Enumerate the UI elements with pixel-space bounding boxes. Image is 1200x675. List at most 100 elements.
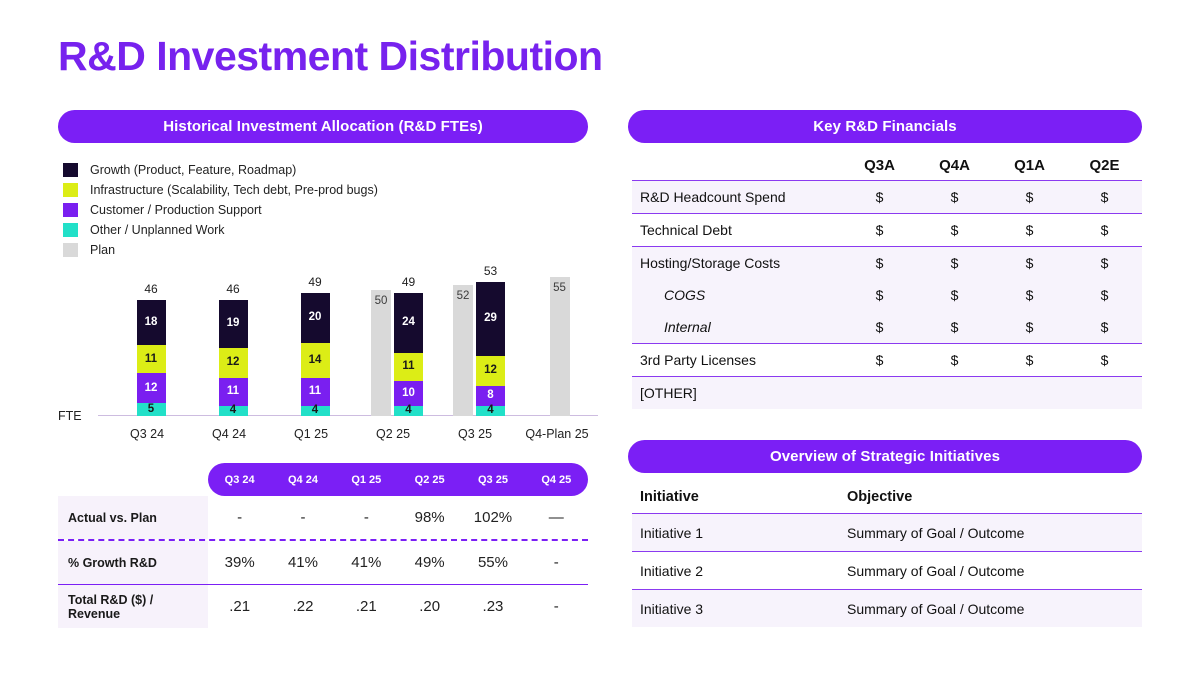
metric-table-cell: .21 [355,598,377,615]
table-row: Initiative 2 Summary of Goal / Outcome [632,551,1142,589]
chart-section-header-label: Historical Investment Allocation (R&D FT… [163,118,483,135]
stacked-bar-segment: 8 [476,385,505,406]
plan-bar-value: 52 [456,289,470,302]
stacked-bar: 49 20 14 11 4 [300,275,330,416]
stacked-bar-segment-value: 4 [487,404,494,417]
financials-row-label: COGS [664,287,706,303]
financials-cell: $ [1025,287,1034,303]
metric-table-cell: 41% [287,554,318,571]
financials-cell: $ [875,255,884,271]
table-row: 3rd Party Licenses $ $ $ $ [632,343,1142,376]
metric-table-column-header: Q2 25 [414,473,445,486]
financials-row-label: Hosting/Storage Costs [640,255,781,271]
financials-column-header: Q4A [939,156,970,174]
stacked-bar-segment: 5 [136,402,166,416]
legend-swatch-icon [63,243,78,257]
metric-table-cell: 39% [224,554,255,571]
stacked-bar-segment-value: 20 [308,310,322,323]
chart-axis-line [98,415,598,416]
stacked-bar-segment: 24 [394,292,423,354]
initiative-objective: Summary of Goal / Outcome [847,524,1025,541]
stacked-bar-segment: 12 [218,347,248,379]
chart-bar-group: 46 18 11 12 5 [106,282,196,416]
metric-table-dashed-separator [58,539,588,541]
metric-table-header-row: Q3 24 Q4 24 Q1 25 Q2 25 Q3 25 Q4 25 [208,463,588,496]
initiatives-column-header: Objective [847,488,913,505]
key-financials-table: Q3A Q4A Q1A Q2E R&D Headcount Spend $ $ $ $ Tech… [632,150,1142,409]
legend-swatch-icon [63,203,78,217]
legend-item: Growth (Product, Feature, Roadmap) [63,160,378,180]
legend-item: Other / Unplanned Work [63,220,378,240]
stacked-bar-segment-value: 12 [226,356,240,369]
metric-table-row-label: Actual vs. Plan [58,496,208,539]
financials-cell: $ [1100,352,1109,368]
table-row: Internal $ $ $ $ [632,311,1142,343]
stacked-bar-segment-value: 19 [226,317,240,330]
financials-section-header: Key R&D Financials [628,110,1142,143]
financials-cell: $ [875,319,884,335]
stacked-bar-segment: 11 [218,378,248,406]
stacked-bar-segment: 11 [394,353,423,381]
stacked-bar-segment: 12 [476,355,505,386]
financials-cell: $ [1100,222,1109,238]
initiatives-column-header: Initiative [640,488,699,505]
table-row: Initiative 1 Summary of Goal / Outcome [632,513,1142,551]
table-row: COGS $ $ $ $ [632,279,1142,311]
financials-row-label: R&D Headcount Spend [640,189,786,205]
initiatives-body: Initiative 1 Summary of Goal / Outcome Ini… [632,513,1142,627]
stacked-bar-total: 53 [483,264,498,279]
metric-table-row-cells: 39% 41% 41% 49% 55% - [208,541,588,584]
stacked-bar-segment: 18 [136,300,166,346]
chart-x-tick-label: Q4-Plan 25 [525,427,589,441]
metric-table-column-header: Q3 25 [477,473,508,486]
initiatives-header-row: Initiative Objective [632,480,1142,513]
metric-table-cell: 55% [477,554,508,571]
metric-table-row-cells: - - - 98% 102% — [208,496,588,539]
stacked-bar-segment: 4 [300,405,330,416]
table-row: Initiative 3 Summary of Goal / Outcome [632,589,1142,627]
financials-section-header-label: Key R&D Financials [813,118,957,135]
stacked-bar-segment-value: 5 [147,402,155,415]
plan-bar: 50 [371,290,391,416]
financials-column-header: Q2E [1089,156,1120,174]
metric-table-column-header: Q3 24 [224,473,255,486]
chart-bar-group: 52 53 29 12 8 4 [434,264,524,417]
stacked-bar-segment-value: 29 [484,312,497,325]
chart-x-tick-label: Q1 25 [293,427,329,441]
metric-table-cell: — [548,509,564,526]
initiative-name: Initiative 2 [640,562,704,579]
stacked-bar: 46 18 11 12 5 [136,282,166,416]
stacked-bar: 46 19 12 11 4 [218,282,248,417]
financials-body: R&D Headcount Spend $ $ $ $ Technical Debt $ $ $… [632,180,1142,409]
metric-table-column-header: Q4 24 [288,473,318,486]
chart-bar-group: 55 [516,277,606,416]
metric-table-cell: 49% [414,554,445,571]
chart-bar-group: 50 49 24 11 10 4 [352,275,442,416]
stacked-bar-segment: 4 [394,405,423,416]
financials-cell: $ [875,352,884,368]
stacked-bar-segment: 11 [300,378,330,406]
stacked-bar-segment-value: 4 [229,404,237,417]
page-title: R&D Investment Distribution [58,33,603,79]
financials-cell: $ [875,287,884,303]
stacked-bar-segment-value: 11 [226,385,240,398]
financials-cell: $ [950,287,959,303]
financials-cell: $ [950,352,959,368]
metric-table-cell: 41% [351,554,382,571]
financials-row-label: Internal [664,319,711,335]
financials-cell: $ [1100,319,1109,335]
metric-table-row-cells: .21 .22 .21 .20 .23 - [208,585,588,628]
metric-table-cell: - [363,509,369,526]
table-row: Hosting/Storage Costs $ $ $ $ [632,246,1142,279]
metric-table-column-header: Q4 25 [541,473,572,486]
stacked-bar-total: 49 [308,274,322,289]
financials-row-label: Technical Debt [640,222,732,238]
financials-cell: $ [1025,319,1034,335]
financials-cell: $ [1025,352,1034,368]
legend-swatch-icon [63,223,78,237]
chart-section-header: Historical Investment Allocation (R&D FT… [58,110,588,143]
table-row: % Growth R&D 39% 41% 41% 49% 55% - [58,541,588,584]
metric-table-cell: - [237,509,243,526]
plan-bar-value: 55 [553,282,566,295]
